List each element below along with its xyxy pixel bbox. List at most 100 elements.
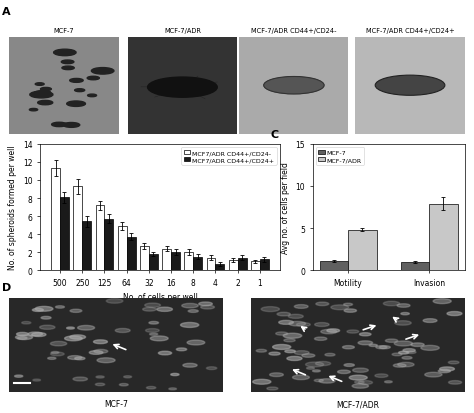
Circle shape bbox=[17, 332, 28, 336]
Circle shape bbox=[146, 329, 159, 332]
Circle shape bbox=[395, 321, 411, 325]
Circle shape bbox=[51, 351, 59, 354]
Circle shape bbox=[32, 333, 46, 337]
Circle shape bbox=[312, 370, 320, 372]
Circle shape bbox=[403, 349, 415, 352]
Circle shape bbox=[292, 375, 310, 380]
Bar bbox=[104, 219, 113, 271]
Circle shape bbox=[267, 387, 278, 390]
Circle shape bbox=[448, 381, 462, 384]
Circle shape bbox=[87, 77, 100, 81]
Circle shape bbox=[283, 333, 302, 338]
Circle shape bbox=[347, 330, 359, 333]
Text: A: A bbox=[2, 7, 11, 17]
Circle shape bbox=[61, 61, 74, 64]
Circle shape bbox=[89, 351, 103, 354]
Circle shape bbox=[327, 329, 339, 332]
Circle shape bbox=[206, 367, 217, 370]
Bar bbox=[348, 230, 376, 271]
Circle shape bbox=[433, 299, 451, 304]
Bar bbox=[239, 38, 348, 134]
Circle shape bbox=[67, 327, 74, 329]
Circle shape bbox=[157, 307, 173, 312]
Bar bbox=[184, 252, 193, 271]
Circle shape bbox=[344, 364, 355, 367]
Text: MCF-7/ADR: MCF-7/ADR bbox=[164, 28, 201, 34]
Bar bbox=[356, 38, 465, 134]
Circle shape bbox=[398, 363, 414, 367]
Circle shape bbox=[314, 379, 323, 382]
Circle shape bbox=[55, 306, 64, 309]
Circle shape bbox=[337, 370, 350, 374]
Circle shape bbox=[96, 376, 104, 378]
Circle shape bbox=[369, 344, 377, 347]
Circle shape bbox=[78, 325, 95, 330]
Bar bbox=[140, 246, 149, 271]
Circle shape bbox=[38, 91, 51, 95]
Circle shape bbox=[264, 77, 324, 95]
Circle shape bbox=[321, 330, 337, 334]
Circle shape bbox=[115, 329, 130, 333]
Circle shape bbox=[29, 109, 37, 112]
Text: MCF-7: MCF-7 bbox=[104, 399, 128, 408]
Circle shape bbox=[288, 315, 303, 318]
Circle shape bbox=[201, 306, 214, 309]
Circle shape bbox=[349, 375, 367, 380]
Bar bbox=[73, 187, 82, 271]
Circle shape bbox=[399, 351, 409, 354]
Circle shape bbox=[33, 379, 40, 381]
Circle shape bbox=[384, 381, 392, 383]
Circle shape bbox=[150, 336, 168, 341]
Circle shape bbox=[375, 76, 445, 96]
Circle shape bbox=[353, 368, 368, 373]
Circle shape bbox=[97, 358, 115, 363]
Bar bbox=[51, 169, 60, 271]
Circle shape bbox=[344, 304, 353, 306]
Circle shape bbox=[401, 313, 410, 315]
Circle shape bbox=[316, 362, 331, 366]
Circle shape bbox=[294, 305, 308, 309]
Bar bbox=[60, 198, 69, 271]
Text: MCF-7/ADR CD44+/CD24+: MCF-7/ADR CD44+/CD24+ bbox=[366, 28, 455, 34]
Circle shape bbox=[397, 304, 410, 308]
Circle shape bbox=[289, 322, 306, 326]
Circle shape bbox=[297, 323, 310, 327]
Circle shape bbox=[394, 341, 412, 346]
Bar bbox=[128, 38, 237, 134]
Circle shape bbox=[40, 88, 51, 91]
X-axis label: No. of cells per well: No. of cells per well bbox=[123, 293, 197, 301]
Circle shape bbox=[54, 50, 76, 57]
Circle shape bbox=[145, 303, 161, 308]
Circle shape bbox=[448, 361, 459, 364]
Circle shape bbox=[325, 354, 335, 356]
Bar bbox=[401, 262, 429, 271]
Circle shape bbox=[176, 348, 187, 351]
Circle shape bbox=[70, 309, 82, 313]
Circle shape bbox=[379, 346, 390, 349]
Circle shape bbox=[307, 367, 314, 369]
Circle shape bbox=[269, 352, 280, 355]
Legend: MCF7/ADR CD44+/CD24-, MCF7/ADR CD44+/CD24+: MCF7/ADR CD44+/CD24-, MCF7/ADR CD44+/CD2… bbox=[182, 148, 276, 165]
Circle shape bbox=[30, 92, 53, 99]
Circle shape bbox=[376, 346, 387, 349]
Circle shape bbox=[294, 351, 309, 355]
Y-axis label: No. of spheroids formed per well: No. of spheroids formed per well bbox=[9, 145, 18, 270]
Circle shape bbox=[344, 309, 356, 313]
Bar bbox=[162, 249, 171, 271]
Circle shape bbox=[32, 309, 43, 312]
Circle shape bbox=[385, 339, 398, 342]
Bar bbox=[193, 257, 202, 271]
Bar bbox=[82, 222, 91, 271]
Circle shape bbox=[158, 351, 172, 355]
Bar bbox=[251, 299, 465, 392]
Y-axis label: Avg no. of cells per field: Avg no. of cells per field bbox=[281, 162, 290, 253]
Circle shape bbox=[40, 325, 55, 330]
Circle shape bbox=[28, 332, 43, 336]
Bar bbox=[171, 252, 180, 271]
Bar bbox=[96, 206, 104, 271]
Circle shape bbox=[146, 387, 156, 389]
Circle shape bbox=[447, 312, 462, 316]
Circle shape bbox=[383, 301, 400, 306]
Circle shape bbox=[182, 304, 198, 308]
Circle shape bbox=[63, 123, 80, 128]
